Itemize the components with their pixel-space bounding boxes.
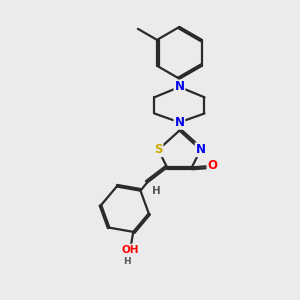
Text: N: N <box>174 116 184 129</box>
Text: H: H <box>152 186 160 196</box>
Text: O: O <box>207 159 218 172</box>
Text: H: H <box>124 257 131 266</box>
Text: N: N <box>174 80 184 94</box>
Text: N: N <box>196 143 206 156</box>
Text: S: S <box>154 143 163 156</box>
Text: OH: OH <box>122 244 139 254</box>
